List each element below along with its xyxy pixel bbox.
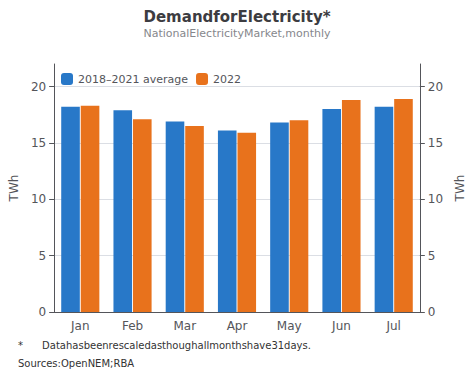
svg-text:5: 5 [39,249,47,263]
svg-text:15: 15 [31,136,46,150]
svg-text:May: May [277,319,302,333]
svg-text:0: 0 [39,305,47,319]
svg-text:Jun: Jun [331,319,351,333]
svg-text:2022: 2022 [213,73,241,86]
svg-text:20: 20 [428,80,443,94]
svg-text:* Datahasbeenrescaledasth: * Datahasbeenrescaledasthoughallmonthsha… [18,340,311,351]
svg-text:TWh: TWh [7,175,21,203]
svg-text:10: 10 [428,192,443,206]
svg-text:Sources:OpenNEM;RBA: Sources:OpenNEM;RBA [18,358,134,369]
svg-text:Feb: Feb [122,319,143,333]
svg-text:2018–2021 average: 2018–2021 average [78,73,188,86]
svg-text:0: 0 [428,305,436,319]
svg-text:Apr: Apr [227,319,248,333]
svg-text:Jan: Jan [70,319,90,333]
svg-text:15: 15 [428,136,443,150]
svg-text:Mar: Mar [173,319,196,333]
svg-text:NationalElectricityMarket,mont: NationalElectricityMarket,monthly [143,27,331,40]
svg-text:TWh: TWh [453,175,467,203]
svg-text:10: 10 [31,192,46,206]
svg-text:20: 20 [31,80,46,94]
svg-text:Jul: Jul [385,319,400,333]
svg-text:DemandforElectricity*: DemandforElectricity* [143,8,330,26]
svg-text:5: 5 [428,249,436,263]
